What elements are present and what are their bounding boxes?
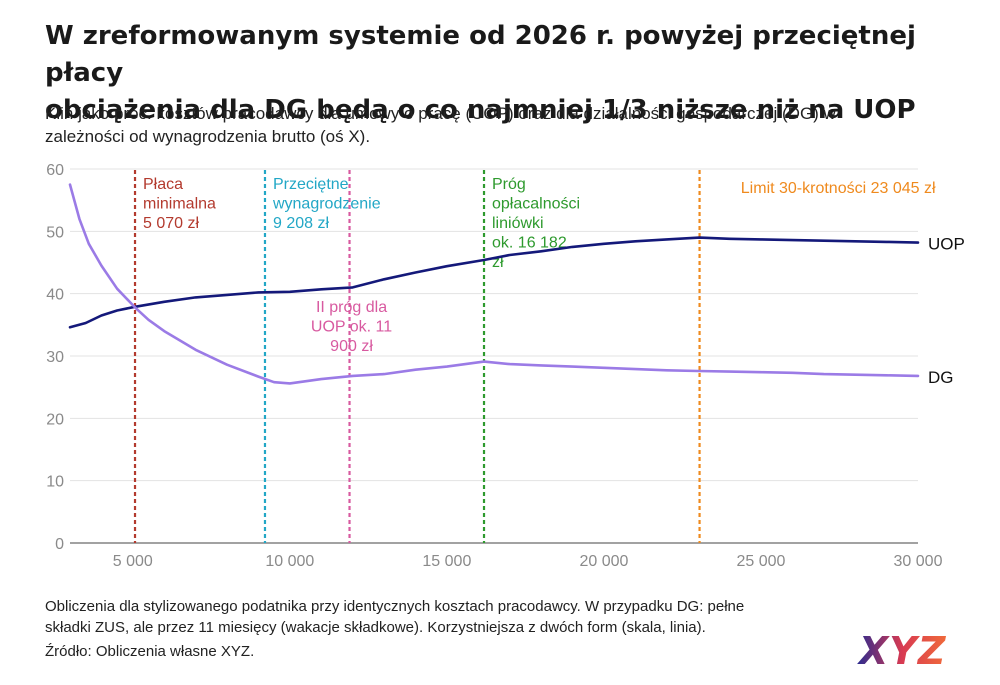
note-line-1: Obliczenia dla stylizowanego podatnika p… bbox=[45, 598, 745, 615]
y-tick-label: 40 bbox=[46, 287, 64, 304]
x-tick-label: 20 000 bbox=[579, 553, 628, 570]
reference-line-label: ok. 16 182 bbox=[492, 235, 567, 252]
series-line-uop bbox=[68, 236, 920, 329]
subtitle-line-1: Klin jako proc. kosztów pracodawcy dla u… bbox=[45, 104, 836, 123]
reference-line-label: wynagrodzenie bbox=[272, 196, 381, 213]
title-line-1: W zreformowanym systemie od 2026 r. powy… bbox=[45, 21, 916, 88]
y-tick-label: 30 bbox=[46, 349, 64, 366]
reference-line-label: II próg dla bbox=[316, 299, 387, 316]
x-tick-label: 25 000 bbox=[736, 553, 785, 570]
reference-line-label: Próg bbox=[492, 176, 526, 193]
source-note: Źródło: Obliczenia własne XYZ. bbox=[45, 643, 255, 660]
series-line-dg bbox=[68, 183, 920, 385]
x-tick-label: 5 000 bbox=[113, 553, 153, 570]
reference-line-label: Limit 30-krotności 23 045 zł bbox=[741, 180, 936, 197]
reference-line-label: minimalna bbox=[143, 196, 216, 213]
methodology-note: Obliczenia dla stylizowanego podatnika p… bbox=[45, 596, 835, 638]
series-label-uop: UOP bbox=[928, 235, 965, 254]
reference-line-label: Przeciętne bbox=[273, 176, 349, 193]
reference-line-label: 900 zł bbox=[330, 338, 373, 355]
chart-subtitle: Klin jako proc. kosztów pracodawcy dla u… bbox=[45, 102, 945, 148]
subtitle-line-2: zależności od wynagrodzenia brutto (oś X… bbox=[45, 127, 371, 146]
y-tick-label: 50 bbox=[46, 224, 64, 241]
y-tick-label: 0 bbox=[55, 536, 64, 553]
reference-line-label: 9 208 zł bbox=[273, 215, 329, 232]
note-line-2: składki ZUS, ale przez 11 miesięcy (waka… bbox=[45, 619, 706, 636]
chart-title: W zreformowanym systemie od 2026 r. powy… bbox=[45, 18, 975, 129]
reference-line-label: liniówki bbox=[492, 215, 544, 232]
reference-line-label: opłacalności bbox=[492, 196, 580, 213]
x-tick-label: 15 000 bbox=[422, 553, 471, 570]
y-tick-label: 10 bbox=[46, 474, 64, 491]
xyz-logo: XYZ bbox=[857, 630, 947, 670]
reference-line-label: UOP ok. 11 bbox=[311, 319, 392, 336]
y-tick-label: 60 bbox=[46, 162, 64, 179]
logo-text: XYZ bbox=[857, 630, 947, 670]
title-line-2: obciążenia dla DG będą o co najmniej 1/3… bbox=[45, 95, 916, 125]
x-tick-label: 30 000 bbox=[894, 553, 943, 570]
reference-line-label: Płaca bbox=[143, 176, 183, 193]
series-label-dg: DG bbox=[928, 368, 954, 387]
x-tick-label: 10 000 bbox=[265, 553, 314, 570]
reference-line-label: 5 070 zł bbox=[143, 215, 199, 232]
y-tick-label: 20 bbox=[46, 411, 64, 428]
